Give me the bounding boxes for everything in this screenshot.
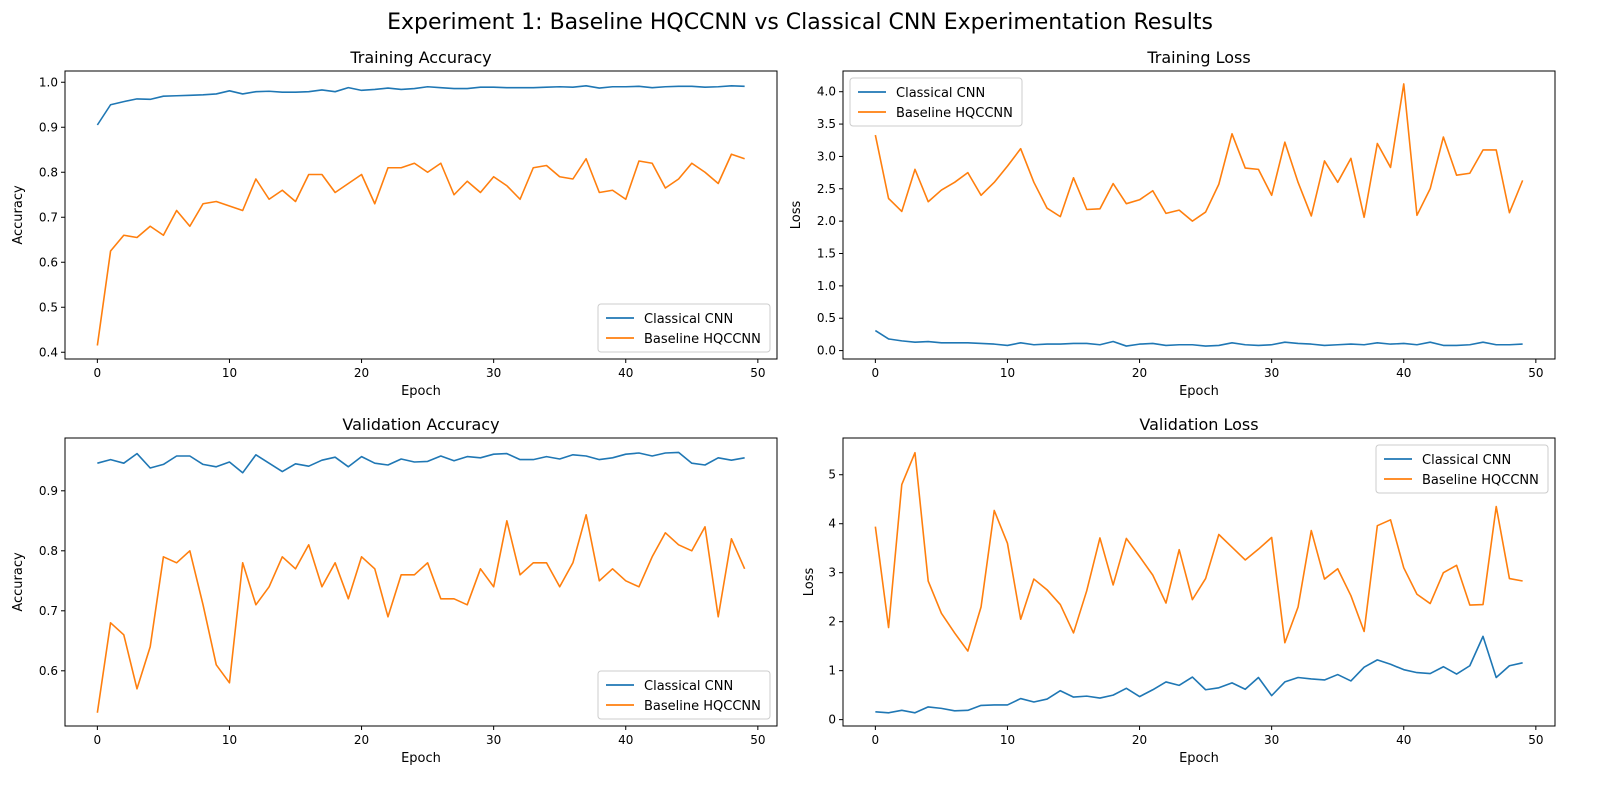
legend-label-classical-cnn: Classical CNN: [1422, 453, 1511, 468]
x-tick-label: 20: [1132, 366, 1147, 380]
y-tick-label: 1: [828, 664, 836, 678]
subplot-title: Training Loss: [1146, 48, 1250, 67]
x-tick-label: 20: [1132, 733, 1147, 747]
x-tick-label: 40: [1396, 366, 1411, 380]
plot-frame: [64, 437, 778, 727]
legend-box: [1375, 444, 1549, 494]
x-tick-label: 20: [354, 733, 369, 747]
y-tick-label: 0.5: [817, 311, 836, 325]
subplot-title: Validation Accuracy: [342, 415, 499, 434]
series-line-baseline-hqccnn: [96, 153, 745, 346]
x-tick-label: 40: [618, 733, 633, 747]
x-tick-label: 50: [1528, 733, 1543, 747]
x-axis-label: Epoch: [1179, 384, 1219, 399]
y-tick-label: 3.0: [817, 149, 836, 163]
legend: Classical CNN Baseline HQCCNN: [1375, 444, 1549, 494]
legend-label-baseline-hqccnn: Baseline HQCCNN: [644, 332, 761, 347]
legend: Classical CNN Baseline HQCCNN: [597, 303, 771, 353]
series-line-baseline-hqccnn: [874, 83, 1524, 222]
x-tick-label: 0: [872, 733, 880, 747]
y-tick-label: 0.7: [39, 604, 58, 618]
x-tick-label: 30: [1264, 366, 1279, 380]
y-tick-label: 4.0: [817, 85, 836, 99]
legend: Classical CNN Baseline HQCCNN: [597, 670, 771, 720]
x-tick-label: 20: [354, 366, 369, 380]
y-tick-label: 1.0: [39, 75, 58, 89]
y-tick-label: 0.8: [39, 165, 58, 179]
y-axis-label: Loss: [789, 201, 804, 230]
series-line-classical-cnn: [875, 635, 1523, 714]
y-tick-label: 0.0: [817, 344, 836, 358]
y-tick-label: 2.0: [817, 214, 836, 228]
x-tick-label: 0: [94, 733, 102, 747]
subplot-title: Training Accuracy: [349, 48, 491, 67]
legend-box: [597, 670, 771, 720]
y-tick-label: 0.8: [39, 544, 58, 558]
legend-label-classical-cnn: Classical CNN: [644, 679, 733, 694]
y-tick-label: 2: [828, 615, 836, 629]
legend-box: [597, 303, 771, 353]
y-tick-label: 0.4: [39, 345, 58, 359]
y-tick-label: 5: [828, 468, 836, 482]
x-tick-label: 10: [1000, 733, 1015, 747]
x-tick-label: 0: [872, 366, 880, 380]
y-axis-label: Accuracy: [11, 185, 26, 245]
x-tick-label: 30: [1264, 733, 1279, 747]
y-tick-label: 1.0: [817, 279, 836, 293]
y-tick-label: 0: [828, 713, 836, 727]
y-tick-label: 0.9: [39, 484, 58, 498]
x-tick-label: 50: [750, 366, 765, 380]
series-line-classical-cnn: [96, 85, 745, 126]
subplot-1: Training Accuracy 0 10 20 30 40 50 0.4 0.5 0.6 0.7…: [11, 48, 778, 399]
y-tick-label: 3.5: [817, 117, 836, 131]
subplot-4: Validation Loss 0 10 20 30 40 50 0 1 2 3 4 5 Epoch Los…: [802, 415, 1556, 766]
legend-label-baseline-hqccnn: Baseline HQCCNN: [644, 699, 761, 714]
x-tick-label: 40: [1396, 733, 1411, 747]
plot-frame: [842, 437, 1556, 727]
y-tick-label: 0.7: [39, 210, 58, 224]
series-line-baseline-hqccnn: [874, 451, 1523, 652]
x-tick-label: 10: [1000, 366, 1015, 380]
y-tick-label: 0.6: [39, 255, 58, 269]
y-tick-label: 3: [828, 566, 836, 580]
plot-frame: [64, 70, 778, 360]
legend-box: [849, 77, 1023, 127]
y-tick-label: 1.5: [817, 247, 836, 261]
legend-label-classical-cnn: Classical CNN: [644, 312, 733, 327]
x-axis-label: Epoch: [1179, 751, 1219, 766]
legend-label-baseline-hqccnn: Baseline HQCCNN: [896, 106, 1013, 121]
plot-frame: [842, 70, 1556, 360]
x-tick-label: 50: [750, 733, 765, 747]
x-tick-label: 30: [486, 733, 501, 747]
series-line-baseline-hqccnn: [96, 513, 746, 713]
x-tick-label: 30: [486, 366, 501, 380]
x-axis-label: Epoch: [401, 751, 441, 766]
figure-title: Experiment 1: Baseline HQCCNN vs Classic…: [387, 10, 1213, 35]
y-axis-label: Loss: [802, 568, 817, 597]
y-tick-label: 0.5: [39, 300, 58, 314]
y-tick-label: 4: [828, 517, 836, 531]
x-tick-label: 40: [618, 366, 633, 380]
subplot-3: Validation Accuracy 0 10 20 30 40 50 0.6 0.7 0.8 0…: [11, 415, 778, 766]
y-tick-label: 0.9: [39, 120, 58, 134]
legend-label-classical-cnn: Classical CNN: [896, 86, 985, 101]
x-axis-label: Epoch: [401, 384, 441, 399]
y-tick-label: 0.6: [39, 664, 58, 678]
series-line-classical-cnn: [97, 451, 745, 474]
subplot-2: Training Loss 0 10 20 30 40 50 0.0 0.5 1.0 1.5 2.0 2…: [789, 48, 1556, 399]
y-tick-label: 2.5: [817, 182, 836, 196]
legend-label-baseline-hqccnn: Baseline HQCCNN: [1422, 473, 1539, 488]
subplot-title: Validation Loss: [1139, 415, 1258, 434]
x-tick-label: 10: [222, 366, 237, 380]
x-tick-label: 10: [222, 733, 237, 747]
x-tick-label: 0: [94, 366, 102, 380]
x-tick-label: 50: [1528, 366, 1543, 380]
legend: Classical CNN Baseline HQCCNN: [849, 77, 1023, 127]
series-line-classical-cnn: [874, 329, 1523, 347]
y-axis-label: Accuracy: [11, 552, 26, 612]
